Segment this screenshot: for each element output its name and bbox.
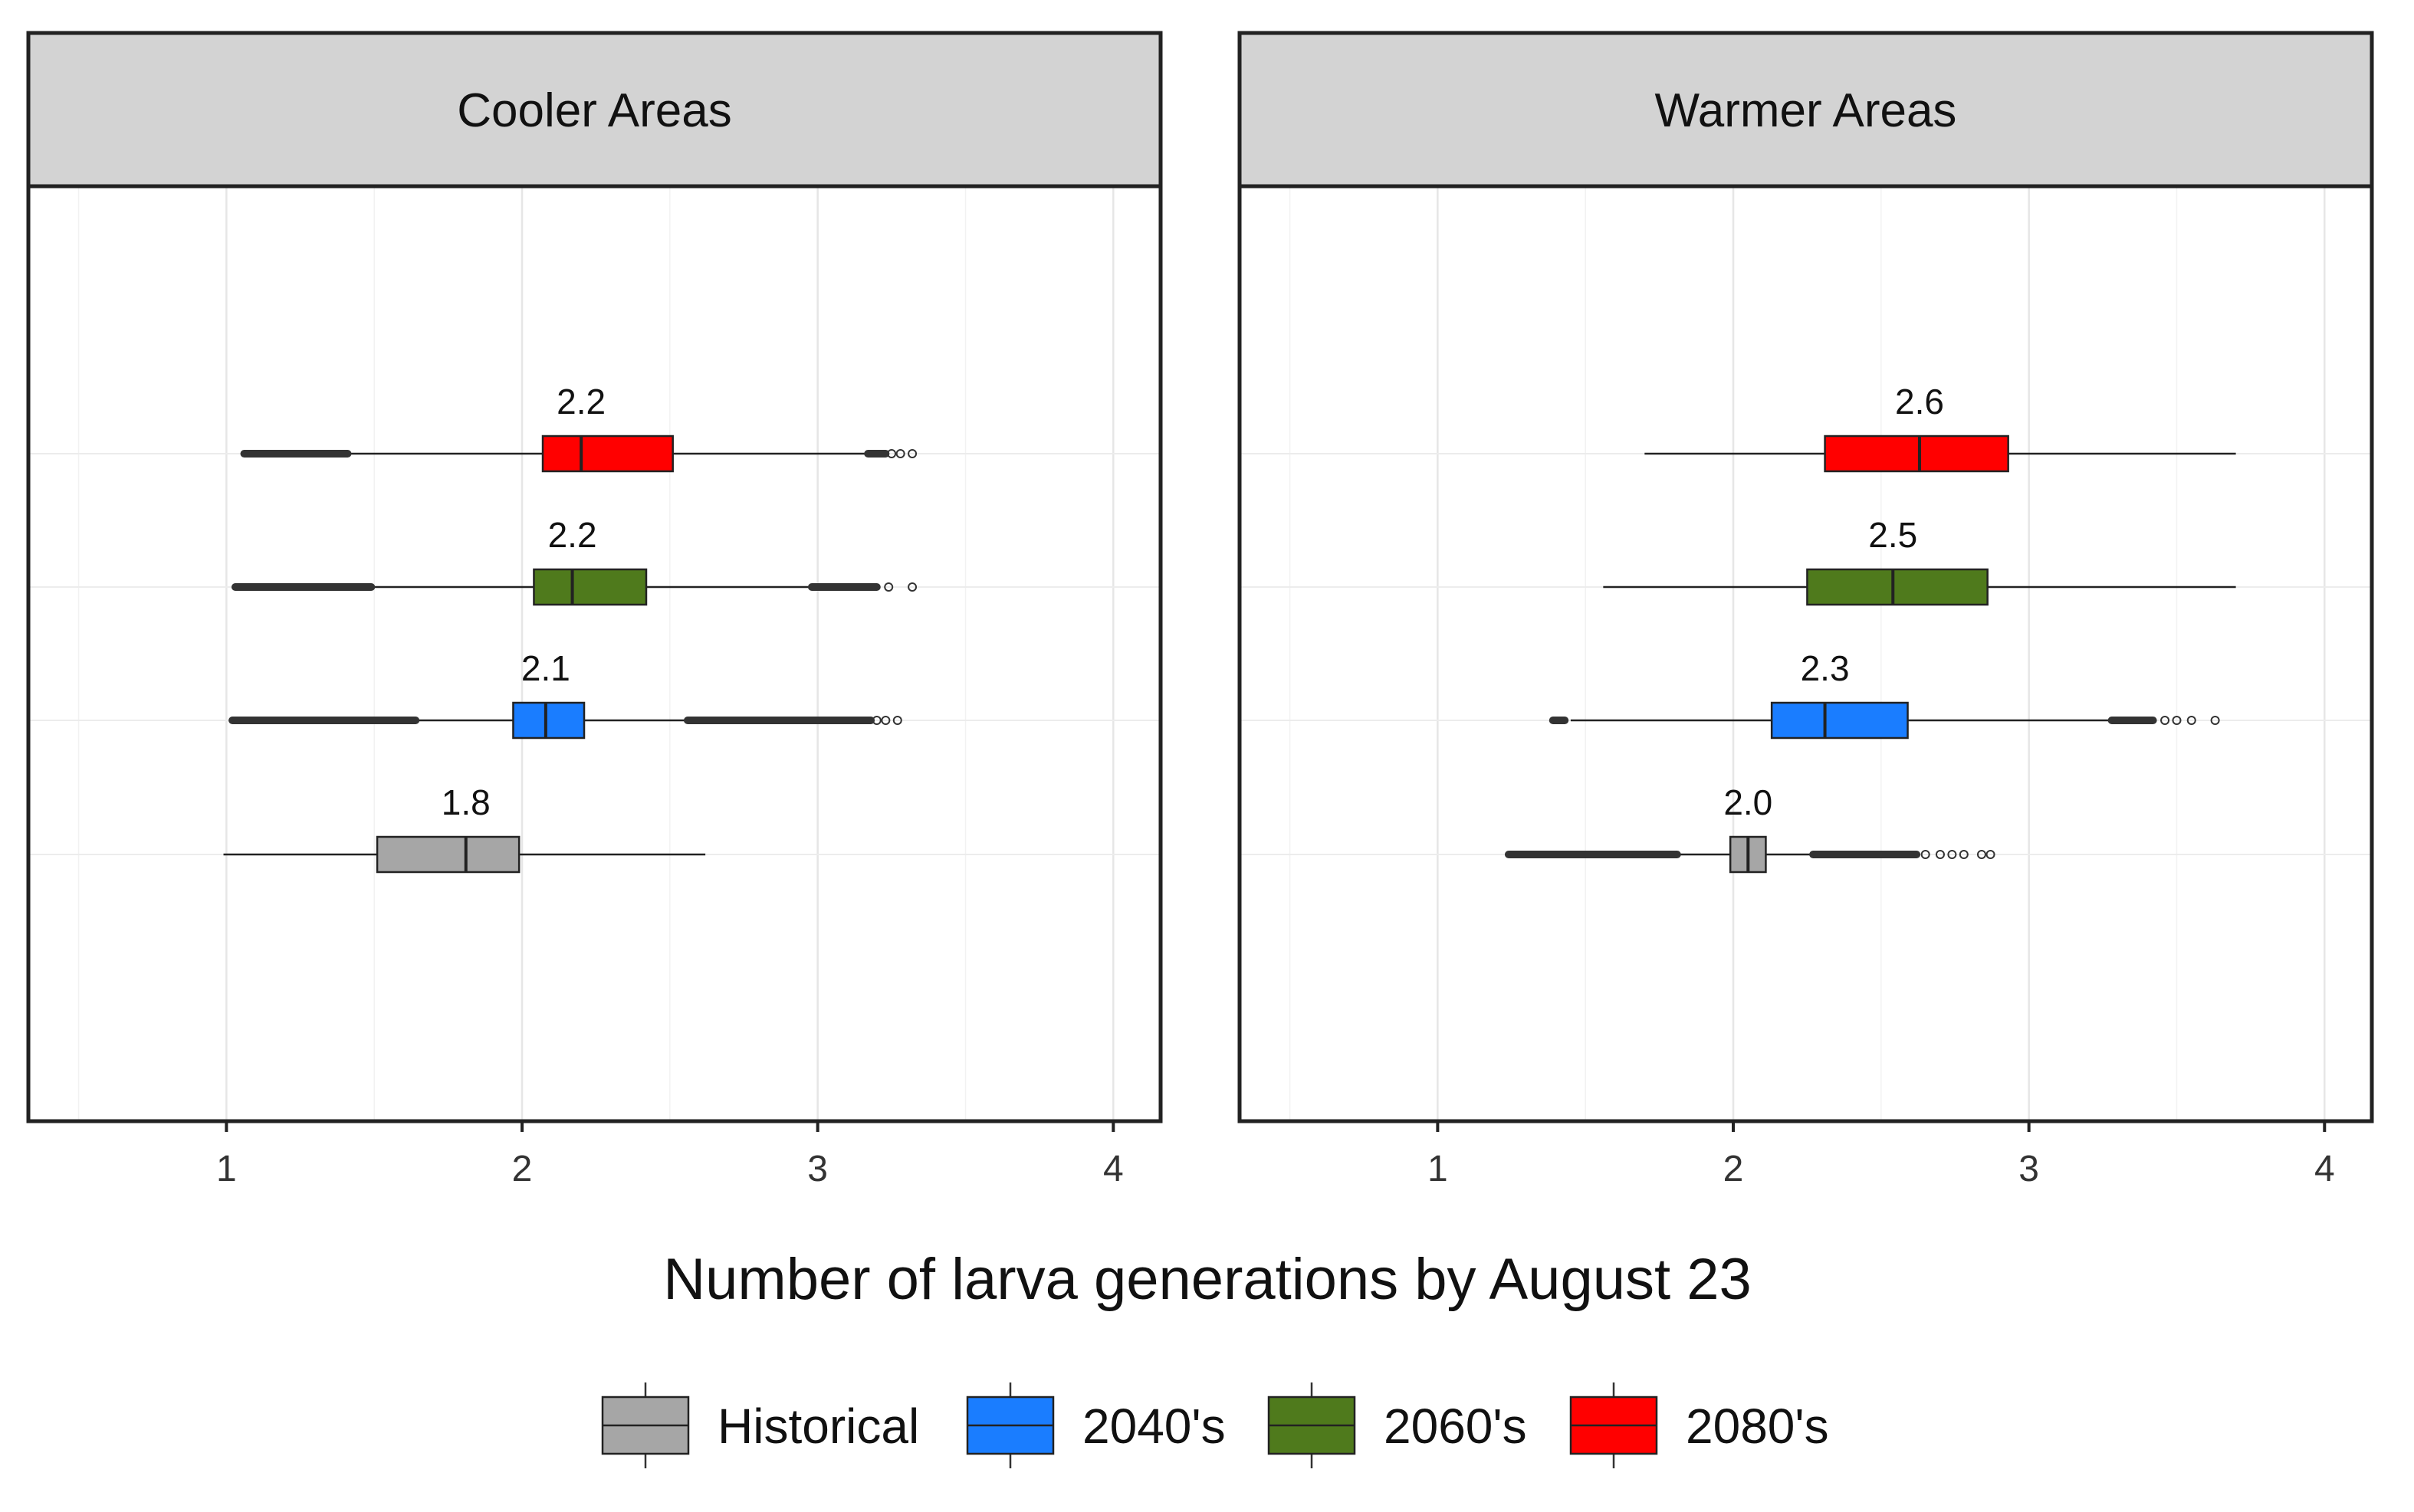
box-2080s: 2.6 [1644, 382, 2236, 473]
legend: Historical 2040's 2060's 2080's [601, 1382, 1829, 1468]
legend-item-2060s: 2060's [1267, 1382, 1527, 1468]
outlier-point [2160, 716, 2170, 725]
box-historical: 2.0 [1504, 782, 1995, 874]
outlier-point [1920, 850, 1930, 859]
outlier-point [908, 582, 918, 592]
median-label: 2.5 [1868, 515, 1917, 555]
panel-strip [1237, 31, 2374, 189]
median-label: 2.2 [557, 382, 606, 421]
panel-cooler: Cooler Areas 1.8 2.1 2.2 2.2 1 2 3 4 [26, 31, 1163, 1189]
outlier-point [2210, 716, 2220, 725]
plot-background [28, 186, 1161, 1121]
box-rect [533, 568, 648, 606]
x-tick-label: 3 [2018, 1149, 2039, 1189]
outlier-point [1959, 850, 1969, 859]
panel-title: Cooler Areas [457, 84, 731, 137]
panel-border [26, 184, 1163, 1123]
median-label: 2.1 [521, 648, 570, 688]
box-historical: 1.8 [223, 782, 706, 874]
outlier-point [887, 449, 897, 458]
x-tick-label: 2 [1723, 1149, 1744, 1189]
outlier-point [908, 449, 918, 458]
outlier-point [2186, 716, 2196, 725]
outlier-point [884, 582, 894, 592]
plot-background [1240, 186, 2372, 1121]
box-2080s: 2.2 [240, 382, 918, 473]
x-tick-label: 1 [1427, 1149, 1448, 1189]
median-label: 2.6 [1895, 382, 1944, 421]
outlier-point [1985, 850, 1995, 859]
x-tick-label: 3 [807, 1149, 828, 1189]
box-2060s: 2.2 [231, 515, 918, 606]
box-2060s: 2.5 [1603, 515, 2236, 606]
box-rect [376, 835, 521, 874]
legend-item-2040s: 2040's [966, 1382, 1226, 1468]
outlier-point [872, 716, 882, 725]
median-label: 2.0 [1723, 782, 1772, 822]
box-rect [1824, 435, 2009, 473]
legend-label: 2060's [1384, 1399, 1527, 1454]
box-rect [512, 701, 586, 740]
outlier-point [1935, 850, 1945, 859]
x-tick-label: 4 [2314, 1149, 2335, 1189]
outlier-point [2172, 716, 2182, 725]
legend-item-historical: Historical [601, 1382, 919, 1468]
box-rect [541, 435, 674, 473]
outlier-point [1976, 850, 1986, 859]
legend-label: 2080's [1686, 1399, 1829, 1454]
legend-label: 2040's [1082, 1399, 1226, 1454]
x-tick-label: 2 [512, 1149, 533, 1189]
outlier-point [1947, 850, 1957, 859]
panel-title: Warmer Areas [1655, 84, 1957, 137]
box-2040s: 2.1 [228, 648, 902, 740]
legend-item-2080s: 2080's [1569, 1382, 1829, 1468]
box-rect [1806, 568, 1989, 606]
x-axis-label: Number of larva generations by August 23 [663, 1247, 1752, 1312]
box-rect [1770, 701, 1909, 740]
outlier-point [895, 449, 905, 458]
median-label: 2.3 [1801, 648, 1850, 688]
median-label: 2.2 [548, 515, 597, 555]
panel-warmer: Warmer Areas 2.0 2.3 2.5 2.6 1 2 3 4 [1237, 31, 2374, 1189]
legend-label: Historical [718, 1399, 919, 1454]
x-tick-label: 1 [216, 1149, 237, 1189]
panel-strip [26, 31, 1163, 189]
x-tick-label: 4 [1103, 1149, 1124, 1189]
outlier-point [892, 716, 902, 725]
panel-border [1237, 184, 2374, 1123]
median-label: 1.8 [442, 782, 491, 822]
box-2040s: 2.3 [1549, 648, 2220, 740]
outlier-point [881, 716, 891, 725]
